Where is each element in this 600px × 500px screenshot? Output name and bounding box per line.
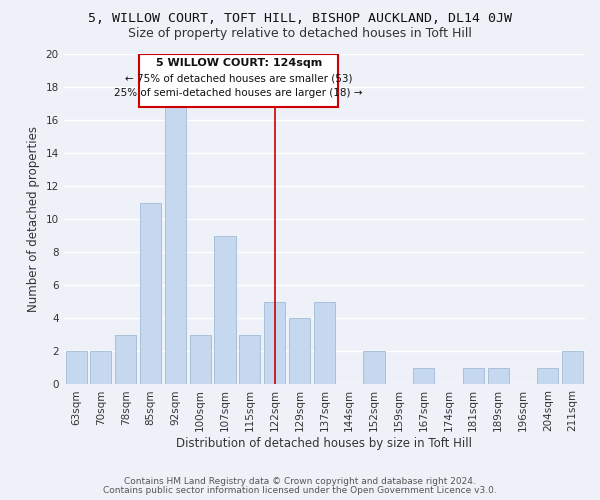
Text: 5 WILLOW COURT: 124sqm: 5 WILLOW COURT: 124sqm — [155, 58, 322, 68]
Bar — [488, 368, 509, 384]
Text: Size of property relative to detached houses in Toft Hill: Size of property relative to detached ho… — [128, 28, 472, 40]
Bar — [463, 368, 484, 384]
Bar — [314, 302, 335, 384]
Bar — [289, 318, 310, 384]
Bar — [214, 236, 236, 384]
Bar — [140, 202, 161, 384]
Bar — [239, 335, 260, 384]
Text: 25% of semi-detached houses are larger (18) →: 25% of semi-detached houses are larger (… — [115, 88, 363, 98]
Text: Contains public sector information licensed under the Open Government Licence v3: Contains public sector information licen… — [103, 486, 497, 495]
Y-axis label: Number of detached properties: Number of detached properties — [27, 126, 40, 312]
Bar — [91, 352, 112, 384]
Text: ← 75% of detached houses are smaller (53): ← 75% of detached houses are smaller (53… — [125, 73, 352, 83]
Text: 5, WILLOW COURT, TOFT HILL, BISHOP AUCKLAND, DL14 0JW: 5, WILLOW COURT, TOFT HILL, BISHOP AUCKL… — [88, 12, 512, 26]
Bar — [264, 302, 285, 384]
FancyBboxPatch shape — [139, 54, 338, 107]
Bar — [65, 352, 86, 384]
Bar — [537, 368, 559, 384]
Bar — [190, 335, 211, 384]
Text: Contains HM Land Registry data © Crown copyright and database right 2024.: Contains HM Land Registry data © Crown c… — [124, 477, 476, 486]
Bar — [115, 335, 136, 384]
Bar — [165, 87, 186, 384]
Bar — [364, 352, 385, 384]
X-axis label: Distribution of detached houses by size in Toft Hill: Distribution of detached houses by size … — [176, 437, 472, 450]
Bar — [562, 352, 583, 384]
Bar — [413, 368, 434, 384]
